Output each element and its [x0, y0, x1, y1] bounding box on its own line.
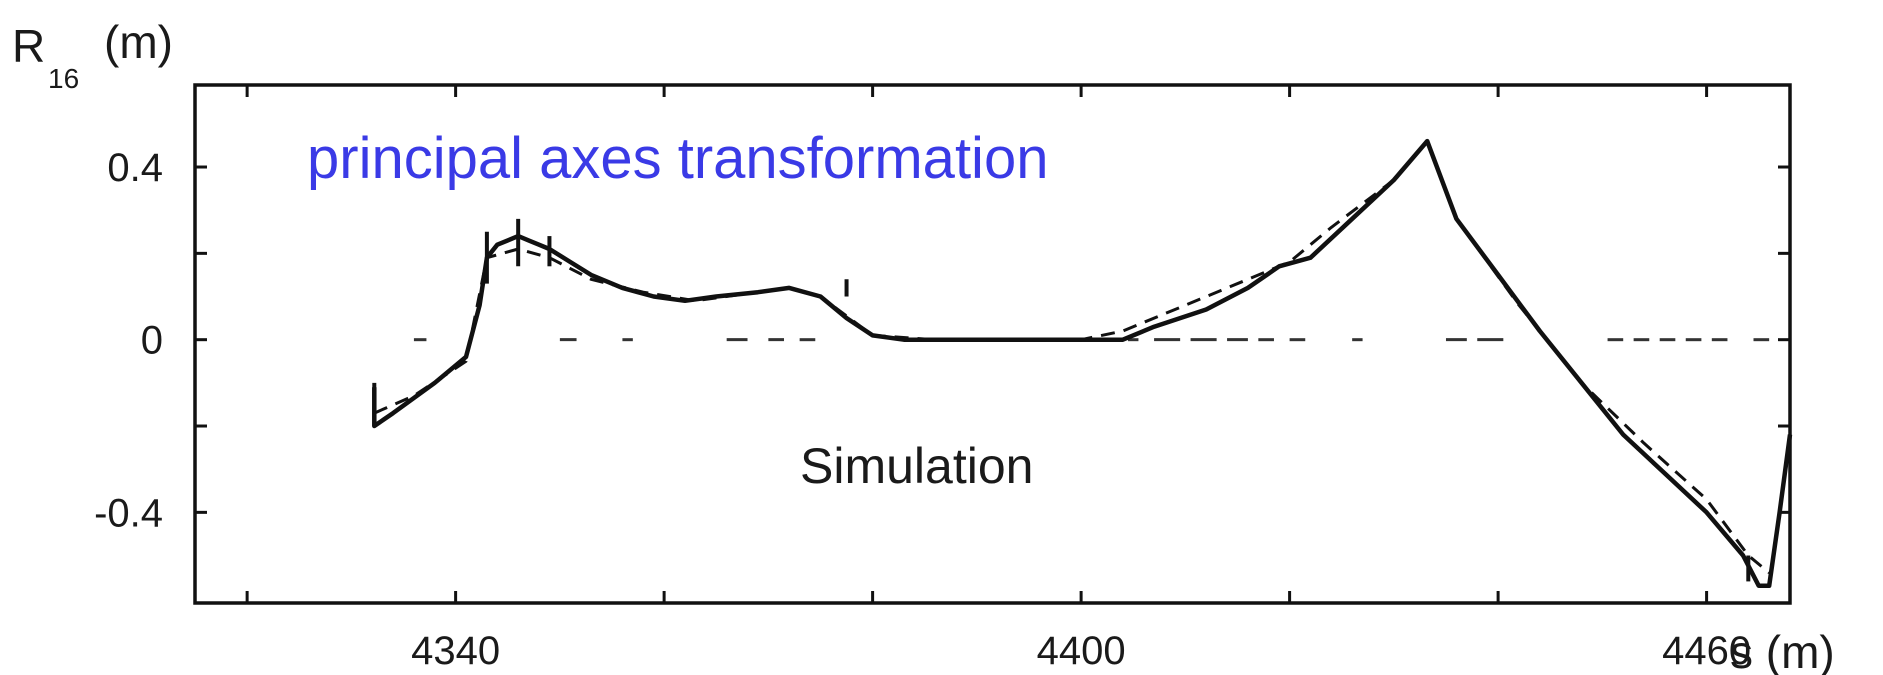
y-axis-title-unit: (m) — [104, 16, 173, 68]
axis-ticks — [195, 85, 1790, 603]
x-axis-title: s (m) — [1730, 626, 1835, 675]
y-tick-label: 0.4 — [107, 146, 163, 190]
element-markers — [372, 218, 1751, 582]
y-tick-labels: 0.4 0 -0.4 — [94, 146, 163, 535]
x-tick-label: 4340 — [411, 629, 500, 673]
series-dashed-line — [373, 139, 1771, 574]
annotation-simulation: Simulation — [800, 438, 1033, 494]
x-tick-label: 4400 — [1037, 629, 1126, 673]
plot-frame — [193, 83, 1792, 605]
y-tick-label: 0 — [141, 319, 163, 363]
y-tick-label: -0.4 — [94, 491, 163, 535]
y-axis-title-subscript: 16 — [48, 63, 79, 94]
annotation-principal-axes: principal axes transformation — [307, 126, 1048, 191]
series-solid-line — [372, 138, 1793, 588]
x-tick-label: 4460 — [1662, 629, 1751, 673]
series-layer — [372, 138, 1793, 588]
x-tick-labels: 4340 4400 4460 — [411, 629, 1751, 673]
y-axis-title: R — [12, 20, 45, 72]
